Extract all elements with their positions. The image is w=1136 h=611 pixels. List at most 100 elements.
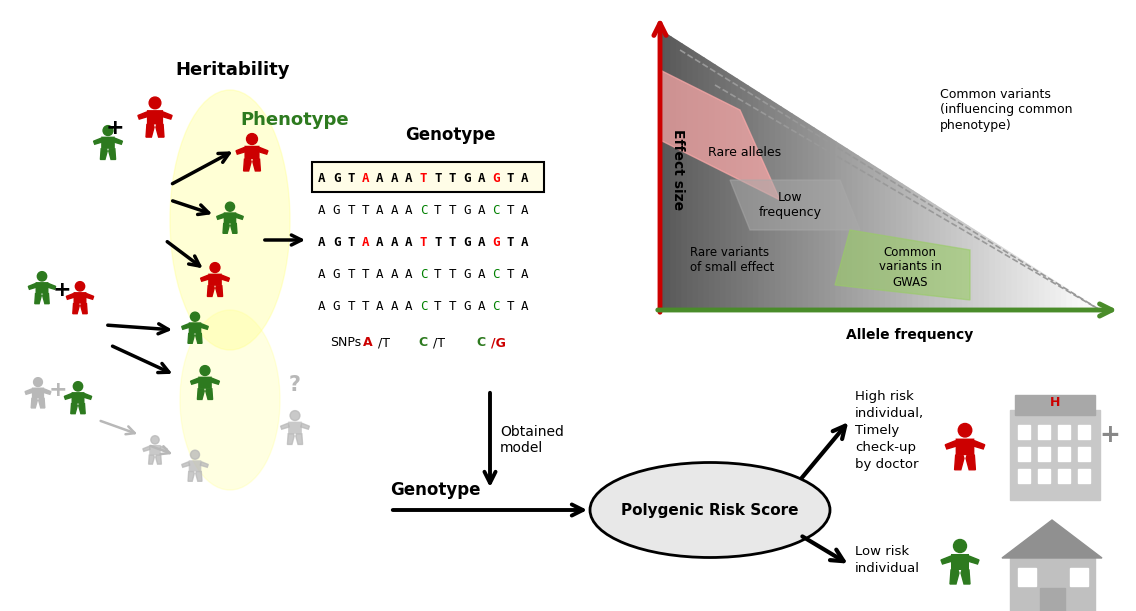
Polygon shape — [1010, 410, 1100, 500]
Text: T: T — [449, 172, 457, 185]
Ellipse shape — [170, 90, 290, 350]
Circle shape — [37, 272, 47, 281]
Polygon shape — [737, 79, 743, 310]
Polygon shape — [946, 212, 952, 310]
Text: T: T — [434, 299, 442, 312]
Polygon shape — [48, 284, 56, 289]
Text: ?: ? — [289, 375, 301, 395]
Polygon shape — [842, 145, 847, 310]
Text: T: T — [507, 268, 515, 280]
Circle shape — [953, 540, 967, 552]
Polygon shape — [156, 455, 161, 464]
Text: G: G — [492, 172, 500, 185]
Text: T: T — [348, 172, 354, 185]
Polygon shape — [1045, 275, 1051, 310]
Text: Phenotype: Phenotype — [240, 111, 349, 129]
Text: T: T — [361, 299, 369, 312]
FancyBboxPatch shape — [74, 292, 86, 304]
Bar — [1018, 469, 1030, 483]
Polygon shape — [1028, 265, 1034, 310]
Polygon shape — [1034, 268, 1039, 310]
Text: T: T — [507, 172, 515, 185]
Text: T: T — [419, 172, 427, 185]
Text: Low
frequency: Low frequency — [759, 191, 821, 219]
Text: SNPs: SNPs — [329, 337, 361, 349]
Polygon shape — [1051, 279, 1056, 310]
FancyBboxPatch shape — [189, 322, 201, 334]
Text: +: + — [49, 380, 67, 400]
Polygon shape — [161, 112, 172, 119]
Polygon shape — [223, 224, 229, 233]
Polygon shape — [100, 149, 107, 159]
Text: C: C — [419, 268, 427, 280]
Circle shape — [103, 126, 112, 136]
Text: A: A — [376, 235, 384, 249]
Polygon shape — [715, 65, 720, 310]
Text: G: G — [333, 268, 341, 280]
Text: T: T — [449, 299, 457, 312]
Polygon shape — [1024, 261, 1028, 310]
Text: T: T — [449, 203, 457, 216]
Polygon shape — [753, 89, 759, 310]
Polygon shape — [206, 389, 212, 400]
Polygon shape — [770, 100, 776, 310]
Circle shape — [247, 134, 258, 144]
Text: T: T — [361, 268, 369, 280]
Text: G: G — [463, 299, 470, 312]
Text: Rare alleles: Rare alleles — [708, 145, 782, 158]
Polygon shape — [863, 159, 869, 310]
Circle shape — [290, 411, 300, 420]
Polygon shape — [835, 230, 970, 300]
Polygon shape — [913, 191, 919, 310]
Text: T: T — [434, 268, 442, 280]
Bar — [1018, 447, 1030, 461]
Circle shape — [225, 202, 234, 211]
Polygon shape — [869, 163, 875, 310]
Polygon shape — [875, 167, 880, 310]
Polygon shape — [243, 159, 251, 171]
Polygon shape — [974, 230, 979, 310]
Circle shape — [191, 312, 200, 321]
Polygon shape — [819, 131, 825, 310]
FancyBboxPatch shape — [149, 445, 161, 455]
Polygon shape — [1006, 251, 1012, 310]
Text: G: G — [333, 299, 341, 312]
Polygon shape — [759, 93, 765, 310]
Circle shape — [210, 263, 220, 273]
Text: Rare variants
of small effect: Rare variants of small effect — [690, 246, 775, 274]
Polygon shape — [43, 294, 49, 304]
Text: C: C — [419, 299, 427, 312]
Polygon shape — [924, 198, 929, 310]
Polygon shape — [231, 224, 237, 233]
Polygon shape — [1084, 299, 1089, 310]
Polygon shape — [208, 286, 215, 296]
Text: G: G — [463, 172, 470, 185]
Text: T: T — [434, 235, 442, 249]
Circle shape — [74, 382, 83, 391]
Polygon shape — [852, 153, 858, 310]
Text: T: T — [449, 268, 457, 280]
Polygon shape — [815, 128, 819, 310]
Polygon shape — [792, 114, 797, 310]
Polygon shape — [281, 423, 290, 430]
Polygon shape — [220, 275, 229, 281]
Circle shape — [200, 365, 210, 376]
Text: A: A — [361, 235, 369, 249]
Text: A: A — [406, 172, 412, 185]
Text: A: A — [521, 299, 528, 312]
Text: Genotype: Genotype — [404, 126, 495, 144]
Polygon shape — [253, 159, 260, 171]
Polygon shape — [25, 389, 33, 394]
Text: G: G — [463, 268, 470, 280]
Polygon shape — [836, 142, 842, 310]
Text: G: G — [492, 235, 500, 249]
FancyBboxPatch shape — [147, 110, 164, 125]
Polygon shape — [671, 37, 677, 310]
Polygon shape — [954, 455, 964, 470]
Polygon shape — [968, 556, 979, 564]
Polygon shape — [1014, 395, 1095, 415]
Polygon shape — [1056, 282, 1061, 310]
Polygon shape — [945, 441, 958, 449]
Text: A: A — [478, 268, 485, 280]
Polygon shape — [195, 472, 202, 481]
